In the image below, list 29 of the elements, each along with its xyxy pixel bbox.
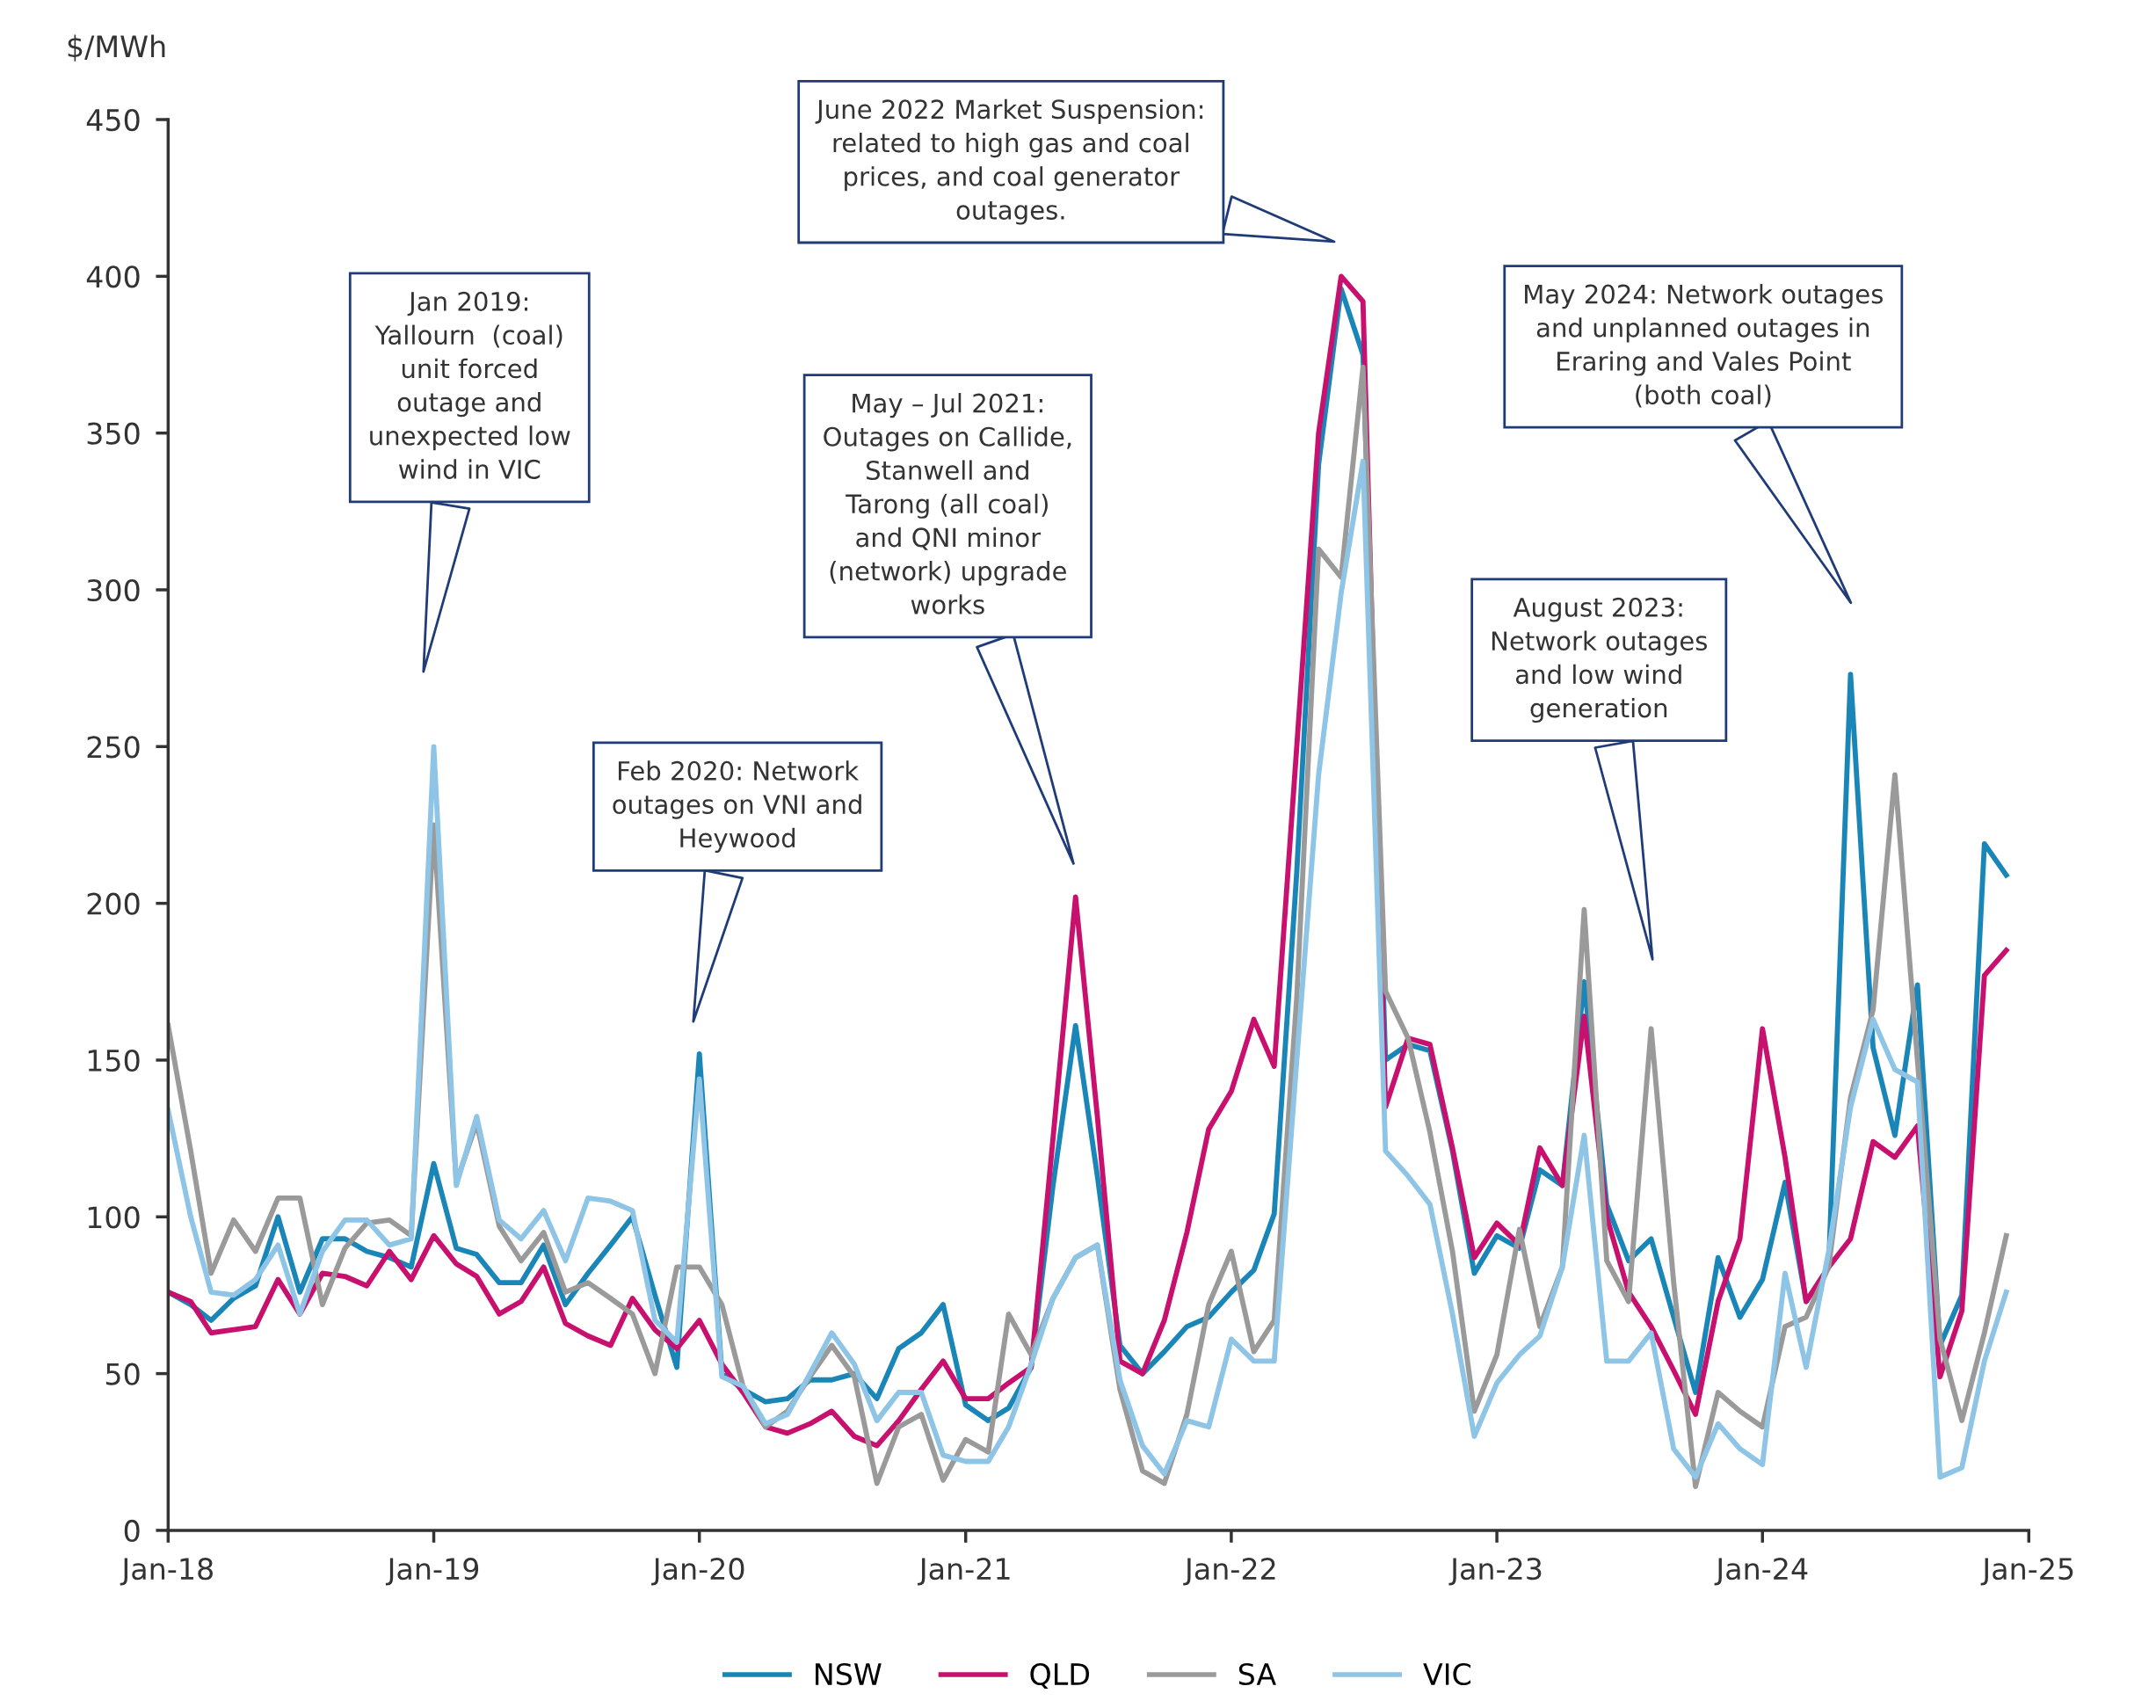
y-tick-label: 250: [87, 736, 140, 759]
legend-label: QLD: [1030, 1662, 1090, 1689]
annotation: Feb 2020: Network outages on VNI and Heywood: [613, 760, 861, 853]
x-tick-label: Jan-19: [385, 1558, 479, 1586]
x-tick-label: Jan-25: [1980, 1558, 2073, 1586]
annotation: June 2022 Market Suspension: related to high gas and coal prices, and coal generator outages.: [815, 98, 1203, 225]
legend-label: SA: [1238, 1662, 1276, 1686]
y-tick-label: 450: [86, 108, 140, 132]
annotation: May 2024: Network outages and unplanned outages in Eraring and Vales Point (both coal): [1525, 283, 1883, 408]
y-tick-label: 0: [124, 1519, 140, 1543]
x-tick-label: Jan-23: [1448, 1558, 1542, 1586]
y-tick-label: 50: [105, 1363, 140, 1385]
annotation: Jan 2019: Yallourn (coal) unit forced outage and unexpected low wind in VIC: [370, 291, 570, 479]
x-tick-label: Jan-21: [918, 1558, 1010, 1586]
y-tick-label: 100: [88, 1206, 140, 1229]
annotation: May – Jul 2021: Outages on Callide, Stanwell and Tarong (all coal) and QNI minor (network) upgrade works: [824, 393, 1071, 614]
y-tick-label: 400: [86, 265, 140, 288]
x-tick-label: Jan-18: [120, 1558, 213, 1586]
x-tick-label: Jan-24: [1714, 1558, 1808, 1586]
annotation: August 2023: Network outages and low wind generation: [1492, 597, 1708, 723]
y-tick-label: 350: [87, 422, 140, 445]
x-tick-label: Jan-20: [651, 1558, 744, 1586]
legend-label: VIC: [1423, 1662, 1471, 1686]
y-axis-title: $/MWh: [68, 34, 165, 62]
y-tick-label: 300: [87, 578, 140, 602]
y-tick-label: 150: [88, 1049, 140, 1072]
x-tick-label: Jan-22: [1183, 1558, 1275, 1586]
y-tick-label: 200: [87, 892, 140, 915]
legend-label: NSW: [816, 1662, 882, 1686]
